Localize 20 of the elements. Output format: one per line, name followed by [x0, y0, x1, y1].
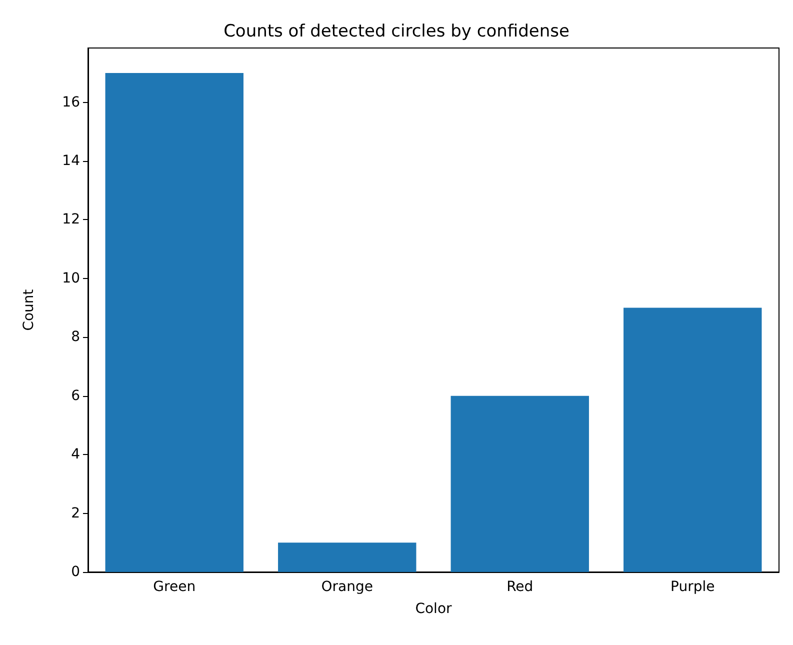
x-tick-label: Green [153, 579, 196, 595]
y-tick-label: 6 [71, 388, 80, 404]
bar [624, 308, 762, 572]
x-tick-label: Orange [321, 579, 373, 595]
y-tick-label: 10 [62, 270, 80, 286]
x-tick-label: Red [506, 579, 534, 595]
chart-title: Counts of detected circles by confidense [224, 22, 570, 42]
y-axis-title: Count [21, 288, 37, 331]
x-axis-title: Color [415, 601, 452, 617]
y-tick-label: 16 [62, 94, 80, 110]
y-tick-label: 4 [71, 446, 80, 463]
y-tick-label: 8 [71, 329, 80, 346]
x-tick-label: Purple [670, 579, 715, 595]
y-tick-label: 14 [62, 153, 80, 170]
y-tick-label: 0 [71, 564, 80, 580]
y-tick-label: 12 [62, 212, 80, 228]
bar [450, 396, 589, 572]
bar [105, 72, 244, 572]
y-tick-label: 2 [71, 505, 80, 522]
bar [278, 542, 416, 572]
